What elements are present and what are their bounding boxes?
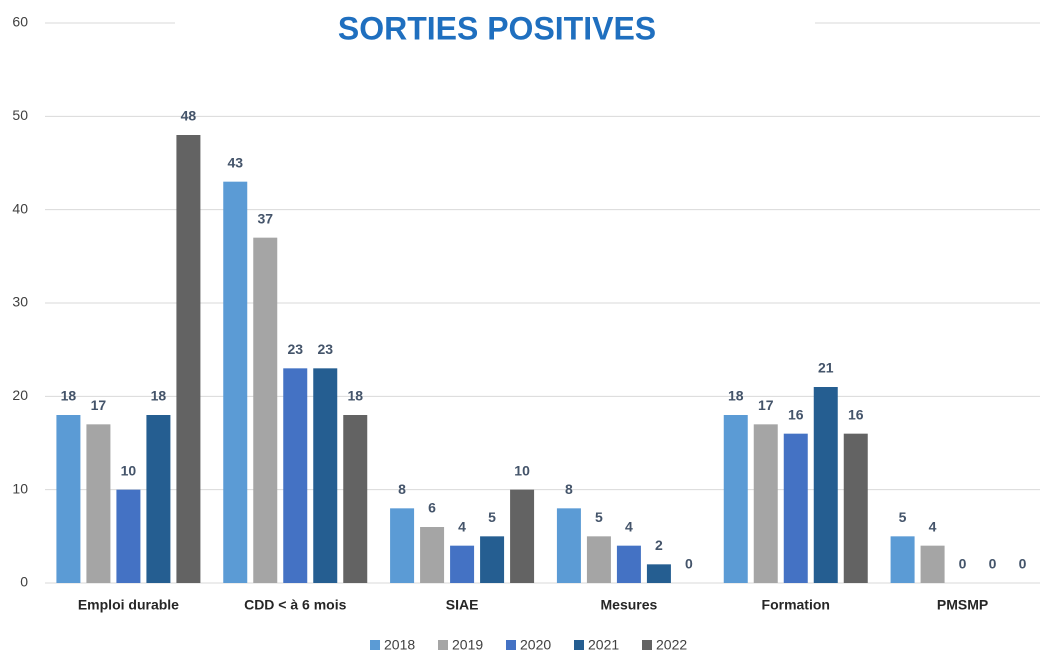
x-tick-label: CDD < à 6 mois: [244, 597, 347, 613]
bar: [480, 536, 505, 583]
data-label: 18: [61, 388, 77, 404]
y-tick-label: 0: [20, 574, 28, 590]
bar: [586, 536, 611, 583]
data-label: 16: [788, 406, 804, 422]
bar: [283, 368, 308, 583]
bar: [56, 415, 81, 583]
data-label: 8: [565, 481, 573, 497]
bar: [313, 368, 338, 583]
y-tick-label: 10: [12, 480, 28, 496]
data-label: 23: [287, 341, 303, 357]
data-label: 5: [595, 509, 603, 525]
y-tick-label: 50: [12, 107, 28, 123]
data-label: 5: [899, 509, 907, 525]
bar: [253, 237, 278, 583]
data-label: 21: [818, 360, 834, 376]
x-tick-label: PMSMP: [937, 597, 988, 613]
data-label: 48: [181, 108, 197, 124]
title-background: [175, 5, 815, 55]
data-label: 18: [151, 388, 167, 404]
legend-swatch: [370, 640, 380, 650]
bar: [176, 135, 201, 583]
bar: [646, 564, 671, 583]
data-label: 18: [728, 388, 744, 404]
y-tick-label: 40: [12, 200, 28, 216]
bar: [813, 387, 838, 583]
bar: [753, 424, 778, 583]
chart-title: SORTIES POSITIVES: [338, 10, 656, 46]
bar: [783, 433, 808, 583]
data-label: 2: [655, 537, 663, 553]
data-label: 0: [1019, 556, 1027, 572]
data-label: 0: [685, 556, 693, 572]
bar: [223, 181, 248, 583]
legend-label: 2022: [656, 637, 687, 653]
data-label: 43: [227, 154, 243, 170]
bar: [556, 508, 581, 583]
x-tick-label: Formation: [762, 597, 830, 613]
legend-swatch: [574, 640, 584, 650]
data-label: 6: [428, 500, 436, 516]
data-label: 18: [347, 388, 363, 404]
bar: [616, 545, 641, 583]
legend-label: 2021: [588, 637, 619, 653]
y-tick-label: 30: [12, 294, 28, 310]
data-label: 4: [625, 518, 633, 534]
bar: [723, 415, 748, 583]
bar: [843, 433, 868, 583]
x-tick-label: Emploi durable: [78, 597, 179, 613]
bar: [890, 536, 915, 583]
legend-swatch: [642, 640, 652, 650]
y-tick-label: 60: [12, 14, 28, 30]
data-label: 0: [989, 556, 997, 572]
bar: [116, 489, 141, 583]
bar: [510, 489, 535, 583]
data-label: 17: [758, 397, 774, 413]
bar: [343, 415, 368, 583]
data-label: 5: [488, 509, 496, 525]
bar: [146, 415, 171, 583]
data-label: 4: [929, 518, 937, 534]
data-label: 4: [458, 518, 466, 534]
data-label: 37: [257, 210, 273, 226]
data-label: 23: [317, 341, 333, 357]
legend-swatch: [438, 640, 448, 650]
bar: [390, 508, 415, 583]
data-label: 16: [848, 406, 864, 422]
x-tick-label: SIAE: [446, 597, 479, 613]
bar: [450, 545, 475, 583]
legend-label: 2019: [452, 637, 483, 653]
legend-label: 2018: [384, 637, 415, 653]
data-label: 10: [121, 462, 137, 478]
y-tick-label: 20: [12, 387, 28, 403]
data-label: 17: [91, 397, 107, 413]
data-label: 8: [398, 481, 406, 497]
data-label: 10: [514, 462, 530, 478]
data-label: 0: [959, 556, 967, 572]
bar: [86, 424, 111, 583]
legend-label: 2020: [520, 637, 551, 653]
legend-swatch: [506, 640, 516, 650]
bar: [420, 527, 445, 583]
x-tick-label: Mesures: [601, 597, 658, 613]
bar: [920, 545, 945, 583]
